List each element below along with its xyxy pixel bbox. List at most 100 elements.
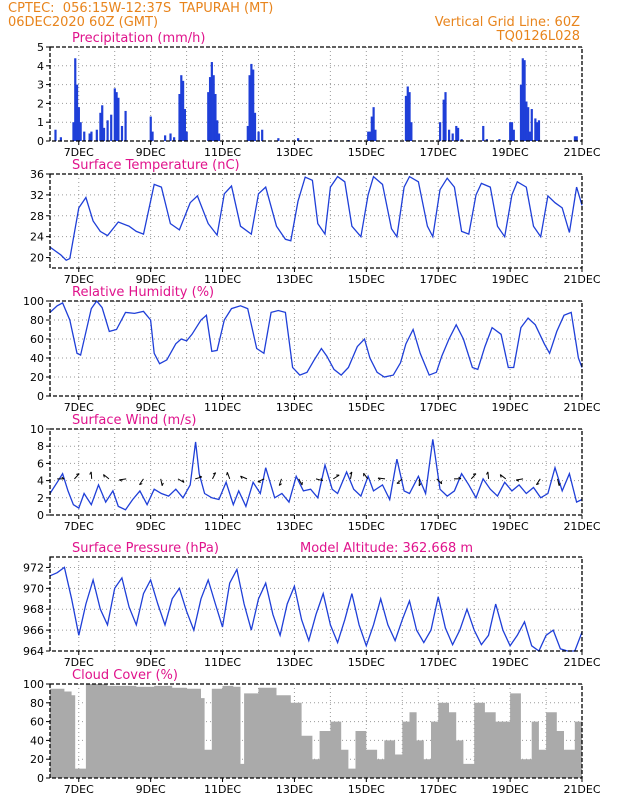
wind-arrow-head xyxy=(472,473,477,475)
xtick-label: 13DEC xyxy=(276,520,313,533)
precip-bar xyxy=(79,122,82,141)
panel-title: Precipitation (mm/h) xyxy=(72,31,205,46)
xtick-label: 9DEC xyxy=(136,401,166,414)
ytick-label: 0 xyxy=(37,509,44,522)
xtick-label: 7DEC xyxy=(64,273,94,286)
wind-arrow-head xyxy=(89,471,92,475)
precip-bar xyxy=(113,88,116,141)
header-line1-left: CPTEC: 056:15W-12:37S TAPURAH (MT) xyxy=(8,1,274,16)
wind-arrow xyxy=(74,473,80,480)
plot-frame xyxy=(49,683,583,779)
xtick-label: 15DEC xyxy=(348,273,385,286)
precip-bar xyxy=(75,84,79,141)
wind-arrow xyxy=(160,478,163,486)
panel-title: Surface Wind (m/s) xyxy=(72,413,196,428)
series-line xyxy=(49,439,583,511)
wind-arrow xyxy=(332,474,340,480)
ytick-label: 6 xyxy=(37,457,44,470)
precip-bar xyxy=(88,133,91,141)
precip-bar xyxy=(185,131,188,141)
precip-bar xyxy=(182,80,185,141)
precip-bar xyxy=(120,125,124,141)
wind-arrow-head xyxy=(182,479,185,483)
plot-frame xyxy=(49,428,583,516)
precip-bar xyxy=(246,125,249,141)
precip-bar xyxy=(510,122,514,141)
wind-arrow xyxy=(499,474,507,480)
precip-bar xyxy=(512,129,515,141)
xtick-label: 21DEC xyxy=(563,401,600,414)
precip-bar xyxy=(448,129,451,141)
precip-bar xyxy=(498,139,501,141)
xtick-label: 7DEC xyxy=(64,520,94,533)
wind-arrow xyxy=(557,478,560,486)
xtick-label: 13DEC xyxy=(276,783,313,796)
wind-arrow-head xyxy=(257,481,261,483)
ytick-label: 60 xyxy=(30,333,44,346)
plot-frame xyxy=(49,46,583,142)
ytick-label: 10 xyxy=(30,423,44,436)
precip-bar xyxy=(77,107,80,141)
header-line2-right: TQ0126L028 xyxy=(496,29,580,44)
precip-bar xyxy=(297,138,300,141)
precip-bar xyxy=(106,120,109,141)
precip-bar xyxy=(208,77,212,141)
precip-bar xyxy=(164,135,167,141)
precip-bar xyxy=(216,120,219,141)
series-line xyxy=(49,175,583,261)
precip-bar xyxy=(54,129,57,141)
wind-arrow xyxy=(516,478,524,481)
wind-arrow-head xyxy=(440,480,443,484)
precip-bar xyxy=(521,58,524,141)
xtick-label: 19DEC xyxy=(492,656,529,669)
cloud-cover-area xyxy=(50,684,582,778)
ytick-label: 20 xyxy=(30,371,44,384)
precip-bar xyxy=(573,136,577,141)
wind-arrow-head xyxy=(198,475,203,478)
ytick-label: 2 xyxy=(37,97,44,110)
precip-bar xyxy=(367,131,370,141)
ytick-label: 8 xyxy=(37,440,44,453)
ytick-label: 36 xyxy=(30,168,44,181)
wind-arrow-head xyxy=(499,474,502,478)
precip-bar xyxy=(59,137,62,141)
precip-bar xyxy=(537,120,541,141)
precip-bar xyxy=(509,122,512,141)
xtick-label: 21DEC xyxy=(563,520,600,533)
ytick-label: 40 xyxy=(30,352,44,365)
ytick-label: 20 xyxy=(30,252,44,265)
precip-bar xyxy=(451,133,454,141)
xtick-label: 7DEC xyxy=(64,656,94,669)
precip-bar xyxy=(178,94,181,141)
xtick-label: 7DEC xyxy=(64,146,94,159)
wind-arrow-head xyxy=(212,472,216,475)
precip-bar xyxy=(277,138,280,141)
precip-bar xyxy=(217,133,221,141)
precip-bar xyxy=(74,58,77,141)
precip-bar xyxy=(110,114,113,141)
wind-arrow xyxy=(119,478,127,481)
ytick-label: 32 xyxy=(30,189,44,202)
precip-bar xyxy=(180,75,183,141)
precip-bar xyxy=(83,131,86,141)
precip-bar xyxy=(99,112,102,141)
xtick-label: 15DEC xyxy=(348,520,385,533)
precip-bar xyxy=(482,125,485,141)
precip-bar xyxy=(183,109,186,141)
ytick-label: 60 xyxy=(30,716,44,729)
precip-bar xyxy=(90,131,93,141)
precip-bar xyxy=(95,129,98,141)
wind-arrow xyxy=(212,472,217,480)
ytick-label: 4 xyxy=(37,60,44,73)
xtick-label: 19DEC xyxy=(492,146,529,159)
ytick-label: 972 xyxy=(23,561,44,574)
xtick-label: 17DEC xyxy=(420,401,457,414)
precip-bar xyxy=(368,131,372,141)
precip-bar xyxy=(261,129,264,141)
ytick-label: 3 xyxy=(37,79,44,92)
wind-arrow xyxy=(257,478,265,483)
xtick-label: 7DEC xyxy=(64,783,94,796)
ytick-label: 24 xyxy=(30,231,44,244)
xtick-label: 21DEC xyxy=(563,656,600,669)
precip-bar xyxy=(117,97,120,141)
